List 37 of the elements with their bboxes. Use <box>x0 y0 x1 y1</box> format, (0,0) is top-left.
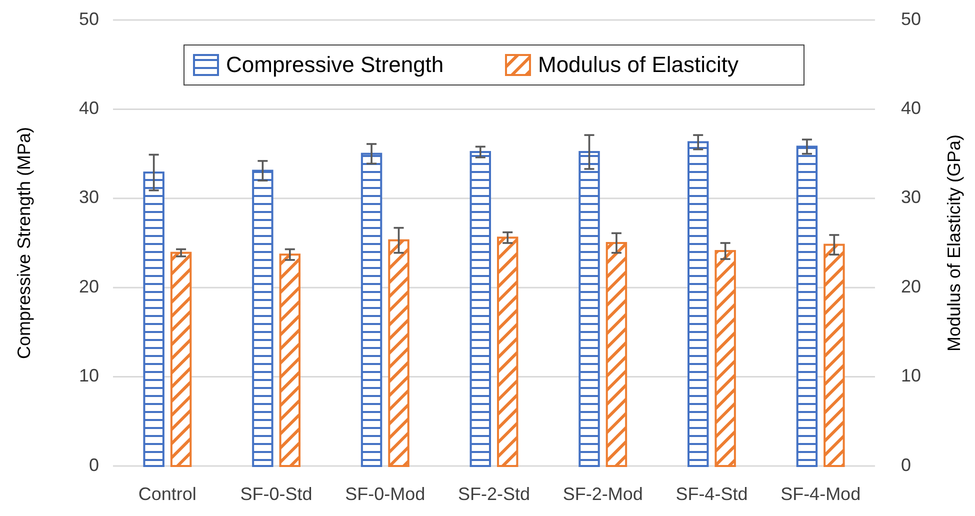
bar <box>578 151 600 467</box>
y2-tick-label: 20 <box>901 276 922 296</box>
bar <box>688 141 709 467</box>
x-tick-label: SF-0-Std <box>240 484 312 504</box>
bar <box>824 244 845 467</box>
bar <box>170 252 192 467</box>
bar <box>279 254 300 467</box>
y-tick-label: 40 <box>78 98 99 118</box>
bar <box>252 170 274 467</box>
x-tick-label: SF-2-Std <box>458 484 530 504</box>
x-tick-label: SF-2-Mod <box>562 484 643 504</box>
bar <box>143 172 164 467</box>
x-tick-label: SF-0-Mod <box>345 484 426 504</box>
bar <box>796 146 818 467</box>
y-tick-label: 20 <box>78 276 99 296</box>
x-tick-label: Control <box>138 484 196 504</box>
y-tick-label: 30 <box>78 187 99 208</box>
x-tick-label: SF-4-Std <box>676 484 748 504</box>
legend-label: Compressive Strength <box>226 52 444 77</box>
bar <box>360 152 382 467</box>
x-tick-label: SF-4-Mod <box>780 484 861 504</box>
bar <box>470 151 491 467</box>
y-tick-label: 0 <box>88 454 99 475</box>
bar <box>714 250 736 467</box>
legend-label: Modulus of Elasticity <box>538 52 739 77</box>
y2-tick-label: 40 <box>901 98 922 118</box>
bar <box>388 239 410 467</box>
y2-tick-label: 50 <box>901 8 922 29</box>
y-axis-title: Compressive Strength (MPa) <box>14 126 34 360</box>
y-tick-label: 50 <box>78 8 99 29</box>
y2-tick-label: 10 <box>901 366 922 386</box>
bar <box>606 242 628 467</box>
y2-tick-label: 30 <box>901 187 922 208</box>
bar <box>497 236 518 467</box>
y2-axis-title: Modulus of Elasticity (GPa) <box>944 134 964 352</box>
y-tick-label: 10 <box>78 366 99 386</box>
y2-tick-label: 0 <box>901 454 912 475</box>
